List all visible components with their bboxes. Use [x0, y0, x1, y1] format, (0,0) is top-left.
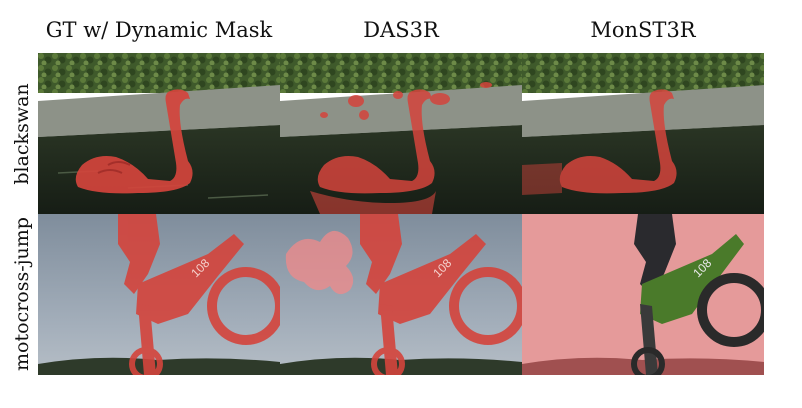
swan-mask — [75, 89, 193, 194]
panel-motocross-das3r: 108 — [280, 214, 522, 375]
panel-motocross-monst3r: 108 — [522, 214, 764, 375]
cloud-false-positive — [285, 230, 354, 295]
panel-motocross-gt: 108 — [38, 214, 280, 375]
row-label-motocross-text: motocross-jump — [11, 217, 33, 371]
column-title-gt: GT w/ Dynamic Mask — [45, 18, 273, 42]
column-title-monst3r: MonST3R — [590, 18, 696, 42]
rider-mask — [118, 214, 280, 375]
panel-blackswan-monst3r — [522, 53, 764, 214]
panel-blackswan-gt — [38, 53, 280, 214]
panel-blackswan-das3r — [280, 53, 522, 214]
column-title-das3r: DAS3R — [363, 18, 439, 42]
rider-mask — [360, 214, 522, 375]
swan-mask — [522, 89, 677, 195]
swan-mask — [310, 82, 492, 214]
